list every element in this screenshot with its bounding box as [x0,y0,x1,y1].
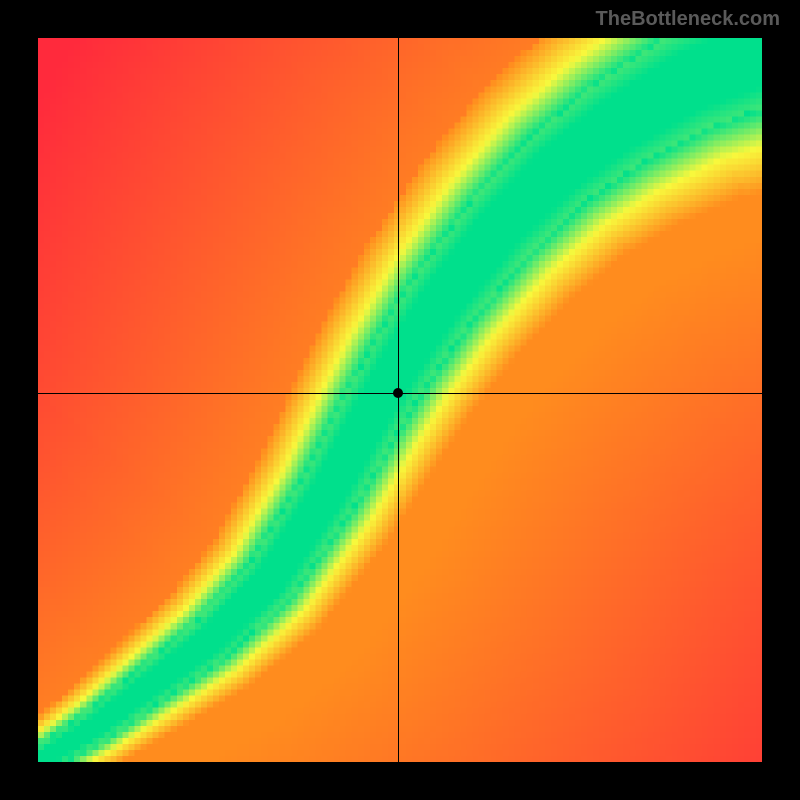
crosshair-vertical [398,38,399,762]
crosshair-marker [393,388,403,398]
heatmap-plot [38,38,762,762]
watermark-text: TheBottleneck.com [596,8,780,31]
heatmap-canvas [38,38,762,762]
